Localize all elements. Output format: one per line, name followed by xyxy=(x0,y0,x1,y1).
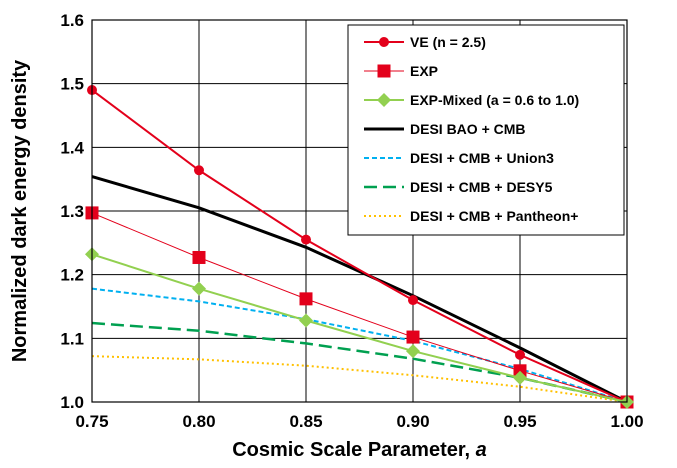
legend-item: DESI + CMB + Pantheon+ xyxy=(364,208,578,224)
data-point xyxy=(299,292,313,306)
y-axis-title: Normalized dark energy density xyxy=(9,59,31,362)
x-tick-label: 0.85 xyxy=(289,412,322,431)
data-point xyxy=(406,344,420,359)
legend-marker xyxy=(377,93,391,107)
legend: VE (n = 2.5) EXP EXP-Mixed (a = 0.6 to 1.0… xyxy=(347,24,625,236)
y-tick-label: 1.3 xyxy=(60,202,84,221)
y-tick-labels: 1.0 1.1 1.2 1.3 1.4 1.5 1.6 xyxy=(60,11,84,412)
data-point xyxy=(408,295,418,306)
legend-label: EXP-Mixed (a = 0.6 to 1.0) xyxy=(410,92,579,108)
legend-label: DESI + CMB + Union3 xyxy=(410,150,554,166)
x-tick-labels: 0.75 0.80 0.85 0.90 0.95 1.00 xyxy=(75,412,643,431)
data-point xyxy=(194,165,204,176)
data-point xyxy=(301,234,311,245)
x-tick-label: 0.95 xyxy=(503,412,536,431)
legend-item: VE (n = 2.5) xyxy=(364,34,486,50)
legend-label: EXP xyxy=(410,63,438,79)
legend-item: DESI BAO + CMB xyxy=(364,121,526,137)
data-point xyxy=(406,330,420,344)
series-3 xyxy=(91,175,628,404)
series-line xyxy=(91,212,628,403)
legend-label: DESI + CMB + Pantheon+ xyxy=(410,208,578,224)
x-tick-label: 1.00 xyxy=(610,412,643,431)
data-point xyxy=(513,364,527,378)
data-point xyxy=(513,370,527,385)
legend-item: EXP xyxy=(364,63,438,79)
legend-label: DESI BAO + CMB xyxy=(410,121,526,137)
series-5 xyxy=(91,321,628,404)
legend-marker xyxy=(377,64,391,78)
x-tick-label: 0.90 xyxy=(396,412,429,431)
series-line xyxy=(91,321,628,404)
legend-items: VE (n = 2.5) EXP EXP-Mixed (a = 0.6 to 1.0… xyxy=(364,34,579,224)
x-axis-title-italic: a xyxy=(476,439,487,461)
series-line xyxy=(91,175,628,404)
data-point xyxy=(192,281,206,296)
y-tick-label: 1.5 xyxy=(60,75,84,94)
series-4 xyxy=(91,287,628,403)
y-tick-label: 1.0 xyxy=(60,393,84,412)
series-line xyxy=(91,253,628,403)
x-tick-label: 0.75 xyxy=(75,412,108,431)
y-tick-label: 1.4 xyxy=(60,138,84,157)
x-tick-label: 0.80 xyxy=(182,412,215,431)
series-line xyxy=(91,89,628,403)
legend-label: DESI + CMB + DESY5 xyxy=(410,179,553,195)
data-point xyxy=(515,349,525,360)
y-tick-label: 1.6 xyxy=(60,11,84,30)
legend-item: EXP-Mixed (a = 0.6 to 1.0) xyxy=(364,92,579,108)
y-tick-label: 1.2 xyxy=(60,266,84,285)
data-point xyxy=(192,250,206,264)
series-line xyxy=(91,287,628,403)
legend-item: DESI + CMB + DESY5 xyxy=(364,179,553,195)
x-axis-title: Cosmic Scale Parameter, a xyxy=(232,439,487,461)
legend-marker xyxy=(379,37,389,47)
y-tick-label: 1.1 xyxy=(60,329,84,348)
legend-item: DESI + CMB + Union3 xyxy=(364,150,554,166)
data-point xyxy=(299,313,313,328)
x-axis-title-main: Cosmic Scale Parameter, xyxy=(232,439,475,461)
legend-label: VE (n = 2.5) xyxy=(410,34,486,50)
plot-frame xyxy=(91,19,628,403)
